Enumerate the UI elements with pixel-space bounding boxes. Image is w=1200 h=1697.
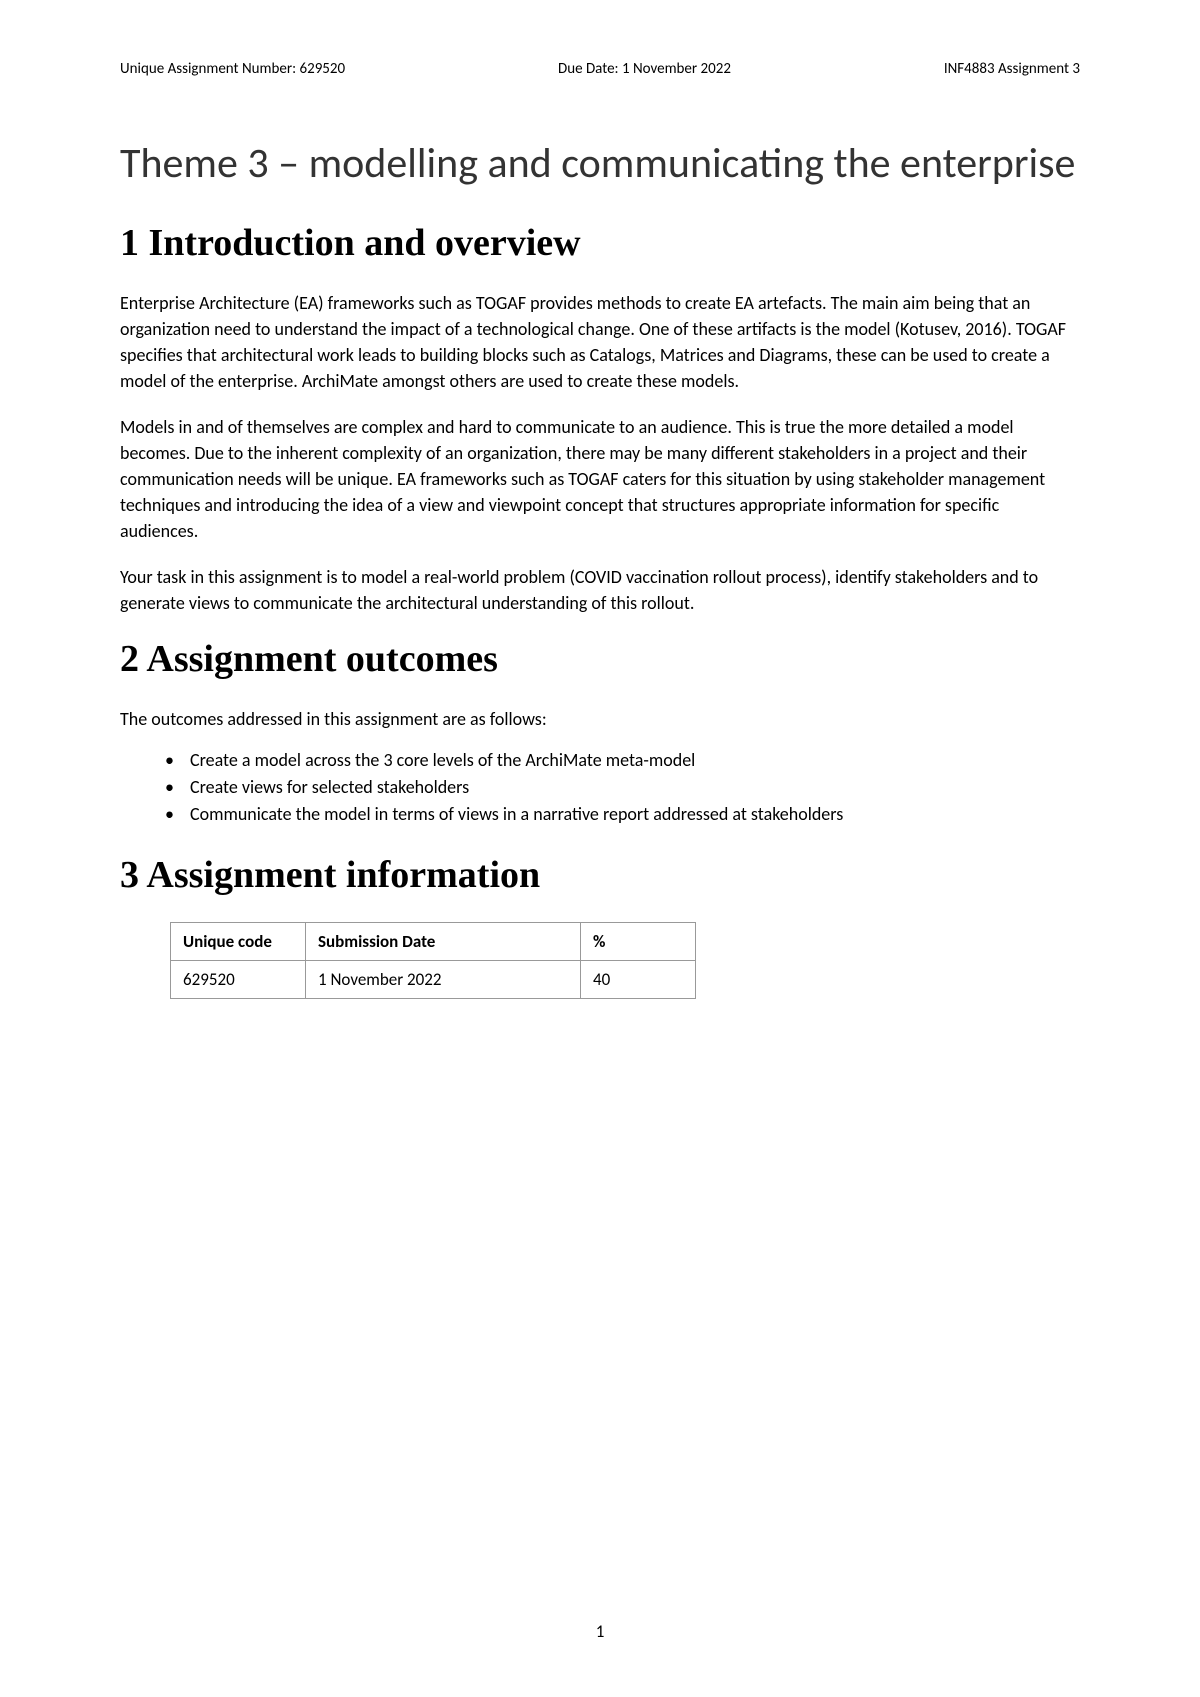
table-header-unique-code: Unique code [171,922,306,960]
list-item: Communicate the model in terms of views … [165,801,1080,828]
list-item: Create views for selected stakeholders [165,774,1080,801]
section-1-para-1: Enterprise Architecture (EA) frameworks … [120,290,1080,394]
header-center: Due Date: 1 November 2022 [558,60,731,78]
section-2-intro: The outcomes addressed in this assignmen… [120,706,1080,732]
assignment-info-table: Unique code Submission Date % 629520 1 N… [170,922,696,999]
table-cell-unique-code: 629520 [171,960,306,998]
table-row: 629520 1 November 2022 40 [171,960,696,998]
section-3-heading: 3 Assignment information [120,853,1080,897]
section-2-heading: 2 Assignment outcomes [120,637,1080,681]
table-header-row: Unique code Submission Date % [171,922,696,960]
section-1-para-2: Models in and of themselves are complex … [120,414,1080,544]
table-cell-submission-date: 1 November 2022 [306,960,581,998]
document-title: Theme 3 – modelling and communicating th… [120,138,1080,191]
section-1-para-3: Your task in this assignment is to model… [120,564,1080,616]
table-cell-percent: 40 [581,960,696,998]
header-right: INF4883 Assignment 3 [944,60,1080,78]
table-header-submission-date: Submission Date [306,922,581,960]
page-number: 1 [0,1621,1200,1642]
table-header-percent: % [581,922,696,960]
header-left: Unique Assignment Number: 629520 [120,60,345,78]
section-1-heading: 1 Introduction and overview [120,221,1080,265]
outcomes-list: Create a model across the 3 core levels … [165,747,1080,828]
list-item: Create a model across the 3 core levels … [165,747,1080,774]
page-header: Unique Assignment Number: 629520 Due Dat… [120,60,1080,78]
